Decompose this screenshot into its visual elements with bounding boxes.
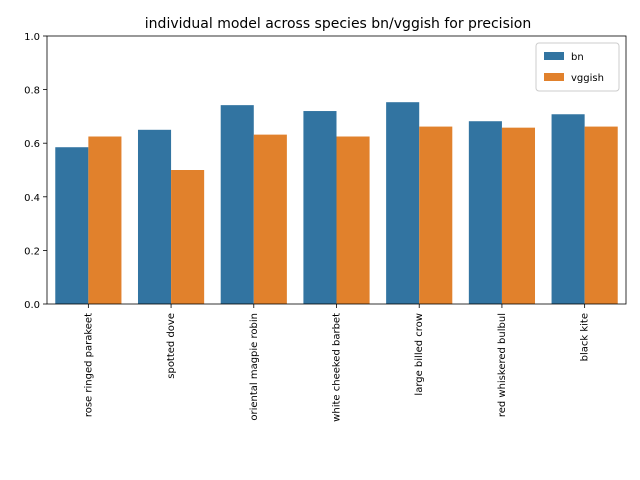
axes-group: 0.0 0.2 0.4 0.6 0.8 1.0 rose ringed parakeet sp… bbox=[24, 32, 627, 422]
x-tick-label: rose ringed parakeet bbox=[83, 313, 94, 417]
legend-label-vggish: vggish bbox=[571, 73, 604, 84]
x-tick-label: large billed crow bbox=[414, 313, 425, 396]
bar-bn-4 bbox=[386, 102, 420, 304]
x-tick-label: oriental magpie robin bbox=[249, 313, 260, 421]
bar-vggish-0 bbox=[88, 136, 122, 304]
y-tick-label: 0.8 bbox=[24, 86, 40, 97]
bar-vggish-3 bbox=[336, 136, 370, 304]
legend-label-bn: bn bbox=[571, 52, 584, 63]
bar-vggish-2 bbox=[253, 134, 287, 304]
y-tick-label: 0.4 bbox=[24, 193, 40, 204]
y-tick-label: 0.6 bbox=[24, 139, 40, 150]
bar-bn-6 bbox=[551, 114, 585, 304]
bar-vggish-1 bbox=[171, 170, 205, 304]
bar-vggish-4 bbox=[419, 126, 453, 304]
chart-title: individual model across species bn/vggis… bbox=[145, 16, 531, 32]
legend: bn vggish bbox=[535, 42, 620, 92]
y-tick-label: 0.2 bbox=[24, 246, 40, 257]
bar-vggish-5 bbox=[501, 127, 536, 304]
legend-swatch-bn bbox=[544, 52, 564, 60]
bar-bn-2 bbox=[220, 105, 254, 304]
bar-bn-1 bbox=[137, 129, 172, 304]
bar-bn-5 bbox=[468, 121, 502, 304]
y-tick-label: 0.0 bbox=[24, 300, 40, 311]
bar-bn-3 bbox=[303, 111, 337, 304]
legend-swatch-vggish bbox=[544, 73, 564, 81]
x-tick-label: white cheeked barbet bbox=[332, 313, 343, 422]
bar-bn-0 bbox=[55, 147, 89, 304]
x-tick-label: red whiskered bulbul bbox=[497, 313, 508, 417]
bar-vggish-6 bbox=[584, 126, 618, 304]
x-tick-label: black kite bbox=[580, 313, 591, 361]
x-tick-label: spotted dove bbox=[166, 313, 177, 379]
bars-group bbox=[55, 102, 618, 304]
y-tick-label: 1.0 bbox=[24, 32, 40, 43]
